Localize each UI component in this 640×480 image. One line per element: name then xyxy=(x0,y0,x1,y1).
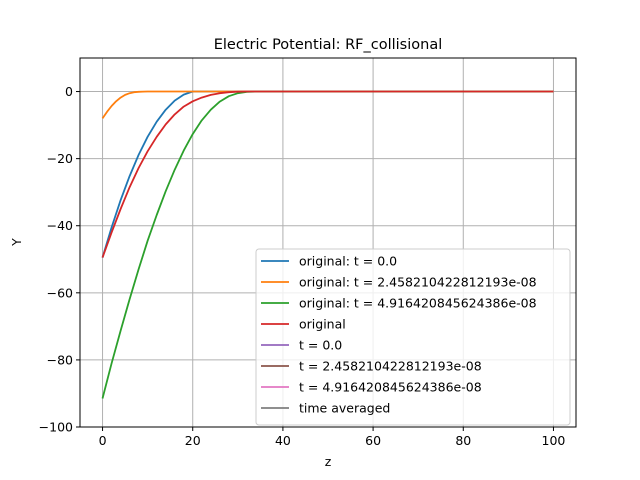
x-axis-ticks: 0 20 40 60 80 100 xyxy=(99,427,566,448)
x-tick-label: 60 xyxy=(365,433,381,448)
x-tick-label: 20 xyxy=(185,433,201,448)
legend-entry-2: original: t = 2.458210422812193e-08 xyxy=(299,275,537,290)
x-axis-label: z xyxy=(325,454,332,469)
x-tick-label: 40 xyxy=(275,433,291,448)
x-tick-label: 100 xyxy=(542,433,566,448)
y-tick-label: −60 xyxy=(47,285,73,300)
x-tick-label: 0 xyxy=(99,433,107,448)
series-line-4 xyxy=(101,90,554,258)
x-tick-label: 80 xyxy=(455,433,471,448)
legend-entry-7: t = 4.916420845624386e-08 xyxy=(299,380,482,395)
legend-entry-8: time averaged xyxy=(299,401,390,416)
legend-box xyxy=(255,248,571,426)
y-axis-ticks: −100 −80 −60 −40 −20 0 xyxy=(39,84,80,435)
series-lines xyxy=(101,90,554,399)
legend-entry-5: t = 0.0 xyxy=(299,338,342,353)
y-tick-label: 0 xyxy=(65,84,73,99)
y-tick-label: −40 xyxy=(47,218,73,233)
y-axis-label: Y xyxy=(9,238,24,247)
y-tick-label: −100 xyxy=(39,420,73,435)
y-tick-label: −80 xyxy=(47,352,73,367)
chart-title: Electric Potential: RF_collisional xyxy=(214,37,443,53)
legend-entry-1: original: t = 0.0 xyxy=(299,254,397,269)
legend-entry-4: original xyxy=(299,317,346,332)
plot-frame xyxy=(79,57,577,428)
legend-entry-3: original: t = 4.916420845624386e-08 xyxy=(299,296,537,311)
legend-entry-6: t = 2.458210422812193e-08 xyxy=(299,359,482,374)
legend: original: t = 0.0 original: t = 2.4582104… xyxy=(255,248,571,426)
y-tick-label: −20 xyxy=(47,151,73,166)
